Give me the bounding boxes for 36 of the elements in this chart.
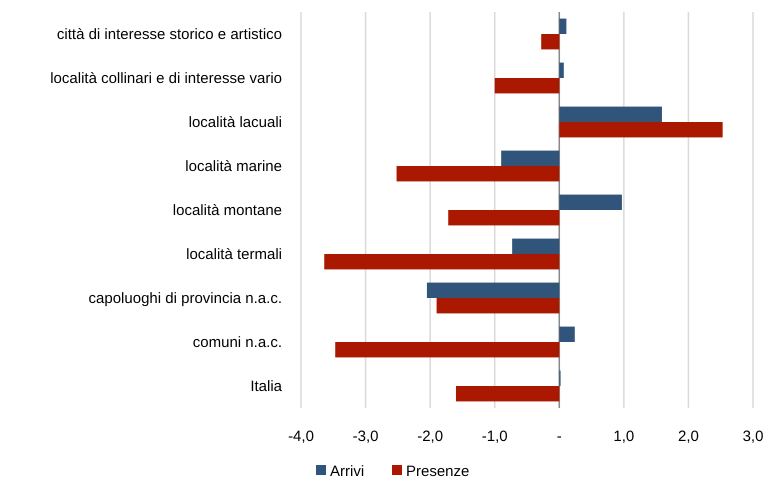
y-tick-label: località termali: [186, 246, 282, 263]
x-tick-label: -3,0: [352, 428, 378, 445]
y-tick-label: località marine: [185, 158, 282, 175]
bar: [559, 106, 662, 122]
x-tick-label: 1,0: [613, 428, 634, 445]
legend-label: Arrivi: [330, 463, 364, 480]
y-tick-label: località lacuali: [188, 114, 282, 131]
bar: [512, 238, 560, 254]
bar: [396, 166, 560, 182]
y-tick-label: località collinari e di interesse vario: [50, 70, 282, 87]
y-tick-label: Italia: [250, 378, 283, 395]
legend-label: Presenze: [406, 463, 470, 480]
y-tick-label: capoluoghi di provincia n.a.c.: [88, 290, 282, 307]
bar: [456, 386, 560, 402]
bar: [494, 78, 560, 94]
bar: [426, 282, 560, 298]
x-tick-label: 2,0: [678, 428, 699, 445]
bar: [448, 210, 560, 226]
x-tick-label: -: [556, 428, 562, 445]
y-tick-label: località montane: [172, 202, 282, 219]
bar: [324, 254, 560, 270]
x-tick-label: -1,0: [482, 428, 508, 445]
bar: [541, 34, 560, 50]
bar: [559, 194, 622, 210]
bar: [559, 62, 564, 78]
x-tick-label: 3,0: [742, 428, 764, 445]
bar: [559, 122, 723, 138]
y-tick-label: città di interesse storico e artistico: [56, 26, 282, 43]
bar: [559, 18, 566, 34]
bar: [335, 342, 560, 358]
x-tick-label: -2,0: [417, 428, 444, 445]
x-tick-label: -4,0: [288, 428, 314, 445]
bar: [436, 298, 560, 314]
y-tick-label: comuni n.a.c.: [192, 334, 282, 351]
bar: [559, 326, 575, 342]
bar: [501, 150, 560, 166]
